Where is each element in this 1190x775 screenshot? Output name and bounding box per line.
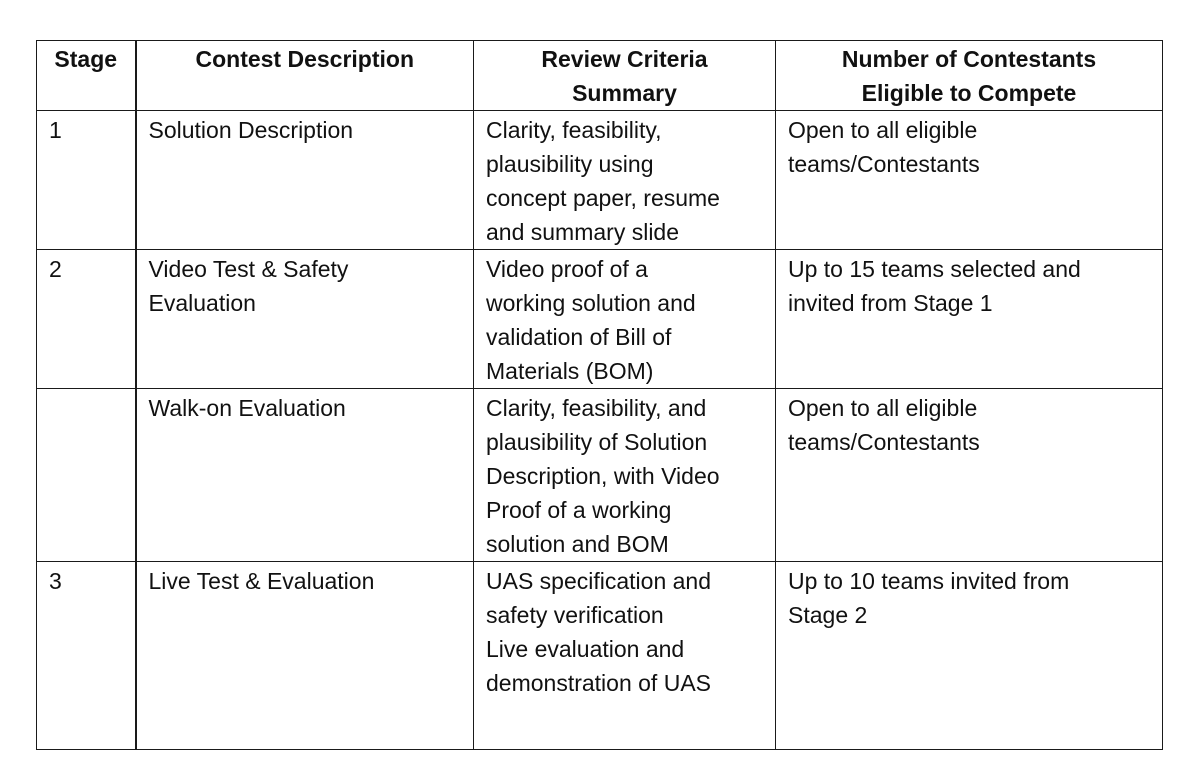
contestants-line: Up to 15 teams selected and xyxy=(788,256,1081,282)
criteria-line: Clarity, feasibility, and xyxy=(486,395,707,421)
criteria-line: Video proof of a xyxy=(486,256,648,282)
criteria-line: Materials (BOM) xyxy=(486,358,654,384)
contestants-line: invited from Stage 1 xyxy=(788,290,993,316)
header-description-text: Contest Description xyxy=(195,46,415,72)
cell-stage: 1 xyxy=(36,110,137,250)
criteria-line: safety verification xyxy=(486,602,664,628)
criteria-line: Clarity, feasibility, xyxy=(486,117,662,143)
contestants-line: Stage 2 xyxy=(788,602,868,628)
description-line: Video Test & Safety xyxy=(148,256,349,282)
contestants-line: Up to 10 teams invited from xyxy=(788,568,1070,594)
header-criteria-line: Summary xyxy=(572,80,677,106)
criteria-line: UAS specification and xyxy=(486,568,712,594)
table-row: Walk-on Evaluation Clarity, feasibility,… xyxy=(36,388,1163,562)
criteria-line: solution and BOM xyxy=(486,531,669,557)
header-review-criteria: Review Criteria Summary xyxy=(473,40,776,111)
cell-description: Solution Description xyxy=(135,110,474,250)
stage-number: 2 xyxy=(49,256,62,282)
header-stage: Stage xyxy=(36,40,137,111)
criteria-line: plausibility of Solution xyxy=(486,429,708,455)
cell-stage xyxy=(36,388,137,562)
criteria-line: Description, with Video xyxy=(486,463,720,489)
criteria-line: Live evaluation and xyxy=(486,636,685,662)
cell-description: Video Test & Safety Evaluation xyxy=(135,249,474,389)
criteria-line: validation of Bill of xyxy=(486,324,672,350)
contest-stages-table: Stage Contest Description Review Criteri… xyxy=(36,40,1163,750)
criteria-line: concept paper, resume xyxy=(486,185,720,211)
cell-stage: 2 xyxy=(36,249,137,389)
cell-description: Live Test & Evaluation xyxy=(135,561,474,750)
description-line: Walk-on Evaluation xyxy=(148,395,346,421)
cell-criteria: Clarity, feasibility, plausibility using… xyxy=(473,110,776,250)
cell-stage: 3 xyxy=(36,561,137,750)
criteria-line: Proof of a working xyxy=(486,497,672,523)
header-contestants-line: Eligible to Compete xyxy=(861,80,1077,106)
header-stage-text: Stage xyxy=(54,46,118,72)
header-contest-description: Contest Description xyxy=(135,40,474,111)
header-criteria-line: Review Criteria xyxy=(541,46,708,72)
criteria-line: demonstration of UAS xyxy=(486,670,712,696)
cell-contestants: Open to all eligible teams/Contestants xyxy=(775,388,1163,562)
table-row: 1 Solution Description Clarity, feasibil… xyxy=(36,110,1163,250)
stage-number: 3 xyxy=(49,568,62,594)
cell-criteria: Video proof of a working solution and va… xyxy=(473,249,776,389)
contestants-line: Open to all eligible xyxy=(788,117,978,143)
header-number-of-contestants: Number of Contestants Eligible to Compet… xyxy=(775,40,1163,111)
cell-description: Walk-on Evaluation xyxy=(135,388,474,562)
cell-criteria: UAS specification and safety verificatio… xyxy=(473,561,776,750)
criteria-line: plausibility using xyxy=(486,151,654,177)
contestants-line: teams/Contestants xyxy=(788,429,980,455)
description-line: Live Test & Evaluation xyxy=(148,568,375,594)
cell-contestants: Up to 10 teams invited from Stage 2 xyxy=(775,561,1163,750)
cell-criteria: Clarity, feasibility, and plausibility o… xyxy=(473,388,776,562)
contestants-line: Open to all eligible xyxy=(788,395,978,421)
cell-contestants: Up to 15 teams selected and invited from… xyxy=(775,249,1163,389)
table-header-row: Stage Contest Description Review Criteri… xyxy=(36,40,1163,111)
table-row: 3 Live Test & Evaluation UAS specificati… xyxy=(36,561,1163,750)
table-row: 2 Video Test & Safety Evaluation Video p… xyxy=(36,249,1163,389)
contestants-line: teams/Contestants xyxy=(788,151,980,177)
cell-contestants: Open to all eligible teams/Contestants xyxy=(775,110,1163,250)
header-contestants-line: Number of Contestants xyxy=(841,46,1097,72)
criteria-line: working solution and xyxy=(486,290,696,316)
stage-number: 1 xyxy=(49,117,62,143)
description-line: Evaluation xyxy=(148,290,256,316)
description-line: Solution Description xyxy=(148,117,354,143)
criteria-line: and summary slide xyxy=(486,219,680,245)
